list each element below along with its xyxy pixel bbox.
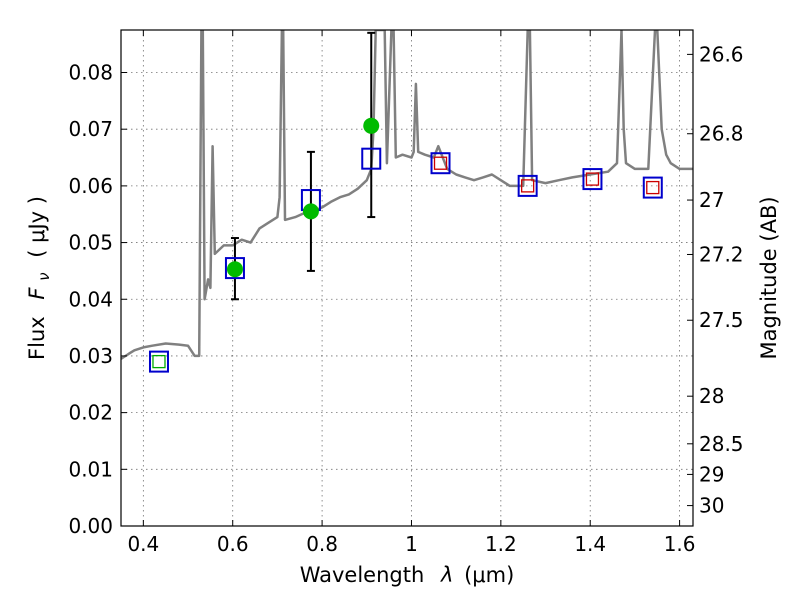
y-axis-title-symbol: F: [25, 287, 49, 300]
model-flux-marker: [521, 179, 535, 193]
y-axis-title: Flux F ν ( μJy ): [25, 196, 54, 360]
y2-tick-label: 28.5: [699, 432, 744, 456]
plot-frame: [120, 29, 694, 527]
y2-tick-label: 26.6: [699, 42, 744, 66]
y-tick-label: 0.06: [68, 174, 113, 198]
x-axis-title-symbol: λ: [440, 563, 453, 587]
model-sed-layer: [121, 30, 693, 360]
plot-background: [121, 30, 693, 526]
y-tick-label: 0.04: [68, 287, 113, 311]
y-axis-title-unit: ( μJy ): [25, 196, 49, 258]
y-tick-label: 0.03: [68, 344, 113, 368]
y2-tick-label: 27.5: [699, 308, 744, 332]
x-tick-label: 0.6: [217, 532, 249, 556]
photometry-square-marker: [224, 257, 245, 280]
x-axis-title-unit: (μm): [464, 563, 514, 587]
y2-tick-label: 29: [699, 462, 724, 486]
x-tick-label: 0.8: [306, 532, 338, 556]
y2-tick-label: 26.8: [699, 122, 744, 146]
x-axis-title-text: Wavelength: [300, 563, 425, 587]
y-tick-label: 0.08: [68, 61, 113, 85]
markers: [148, 117, 663, 373]
x-tick-label: 0.4: [127, 532, 159, 556]
model-sed-line: [121, 30, 693, 360]
y2-tick-label: 27.2: [699, 242, 744, 266]
y2-tick-label: 28: [699, 384, 724, 408]
grid: [121, 30, 693, 527]
x-tick-label: 1.2: [485, 532, 517, 556]
model-flux-marker: [646, 180, 660, 195]
y2-tick-label: 30: [699, 494, 724, 518]
y-axis-title-subscript: ν: [35, 272, 53, 280]
y-axis-title-text: Flux: [25, 316, 49, 360]
photometry-square-marker: [582, 168, 603, 191]
photometry-circle-marker: [302, 203, 319, 220]
x-tick-label: 1.6: [664, 532, 696, 556]
photometry-circle-marker: [363, 117, 380, 134]
model-flux-marker: [585, 172, 600, 186]
photometry-square-marker: [148, 350, 169, 373]
y-tick-label: 0.01: [68, 457, 113, 481]
x-tick-label: 1.4: [574, 532, 606, 556]
model-flux-marker: [152, 354, 166, 369]
y-tick-label: 0.07: [68, 117, 113, 141]
photometry-circle-marker: [226, 261, 243, 278]
x-axis-title: Wavelength λ (μm): [300, 563, 515, 587]
model-flux-marker: [433, 156, 448, 170]
photometry-square-marker: [642, 176, 663, 199]
x-tick-label: 1: [405, 532, 418, 556]
y-tick-label: 0.05: [68, 231, 113, 255]
ticks: 0.4 0.6 0.8 1 1.2 1.4 1.6 0.00 0.01 0.02 0.03 0.04 0…: [68, 30, 744, 556]
y2-axis-title: Magnitude (AB): [757, 196, 781, 359]
photometry-square-marker: [430, 152, 451, 175]
photometry-square-marker: [361, 147, 382, 170]
y-tick-label: 0.00: [68, 514, 113, 538]
photometry-square-marker: [517, 174, 538, 197]
y2-tick-label: 27: [699, 188, 724, 212]
y-tick-label: 0.02: [68, 401, 113, 425]
